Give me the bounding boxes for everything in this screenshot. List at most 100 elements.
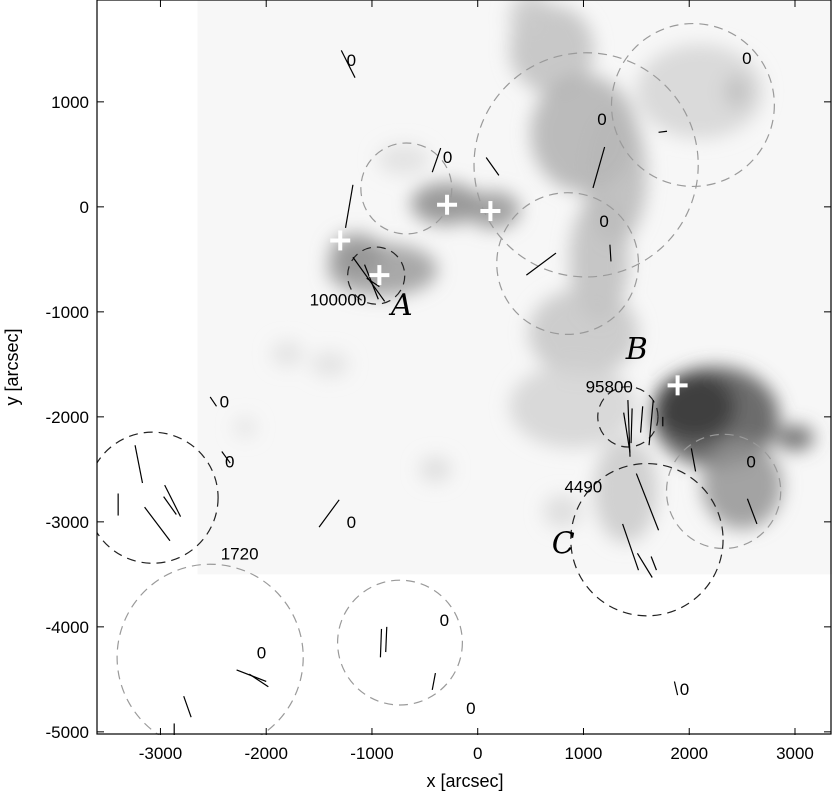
polarization-vector (209, 396, 218, 407)
intensity-blob (509, 0, 552, 45)
region-label: C (552, 526, 575, 561)
intensity-blob (310, 351, 349, 377)
value-label: 95800 (586, 378, 633, 397)
polarization-vector (746, 498, 758, 525)
polarization-vector (134, 445, 144, 484)
polarization-vector (635, 473, 660, 531)
value-label: 0 (680, 680, 689, 699)
source-marker (369, 265, 390, 286)
polarization-vector (164, 484, 182, 517)
y-tick-label: -1000 (46, 303, 89, 322)
aperture-circle (116, 563, 304, 735)
y-tick-label: 0 (80, 198, 89, 217)
plot-frame (96, 0, 832, 735)
plot-area: 0 0 0 0 0 100000 95800 0 0 0 4490 0 1720 0 0 0 0 A B C (97, 0, 832, 735)
vector-layer (117, 50, 758, 735)
polarization-vector (623, 412, 631, 453)
value-label: 0 (225, 452, 234, 471)
value-label: 100000 (310, 291, 367, 310)
polarization-vector (344, 184, 354, 228)
intensity-blob (701, 441, 783, 530)
intensity-blob (543, 494, 582, 529)
aperture-circle (360, 142, 453, 235)
aperture-circle (336, 579, 463, 706)
tick-layer: -3000 -2000 -1000 0 1000 2000 3000 1000 0 -1000 -2… (46, 0, 831, 763)
polarization-vector (248, 673, 269, 688)
value-label: 1720 (221, 545, 259, 564)
polarization-vector (366, 277, 380, 288)
y-tick-label: -2000 (46, 408, 89, 427)
y-tick-label: -4000 (46, 618, 89, 637)
circle-layer (97, 22, 782, 735)
polarization-vector (163, 496, 177, 515)
aperture-circle (610, 22, 775, 188)
source-marker (480, 201, 501, 222)
intensity-blob (234, 417, 256, 437)
polarization-vector (627, 400, 631, 457)
x-tick-label: 3000 (776, 744, 814, 763)
value-label: 0 (347, 513, 356, 532)
polarization-vector (592, 146, 606, 189)
value-label: 0 (597, 110, 606, 129)
polarization-vector (385, 626, 388, 653)
y-tick-label: -3000 (46, 513, 89, 532)
aperture-circle (97, 431, 219, 564)
annotation-layer: 0 0 0 0 0 100000 95800 0 0 0 4490 0 1720 0 0 0 0 A B C (220, 49, 756, 718)
marker-layer (330, 194, 688, 396)
value-label: 4490 (564, 477, 602, 496)
source-marker (437, 194, 458, 215)
x-tick-label: -1000 (350, 744, 393, 763)
intensity-blob (377, 143, 431, 176)
y-axis-label: y [arcsec] (2, 328, 22, 405)
polarization-vector (221, 451, 231, 464)
polarization-vector (630, 408, 633, 444)
polarization-vector (431, 147, 442, 173)
value-label: 0 (466, 699, 475, 718)
source-marker (667, 375, 688, 396)
polarization-vector (183, 695, 192, 718)
polarization-vector (690, 448, 697, 472)
intensity-blob (724, 74, 750, 109)
x-tick-label: -2000 (244, 744, 287, 763)
value-label: 0 (220, 392, 229, 411)
aperture-circle (597, 386, 659, 448)
polarization-vector (658, 130, 668, 133)
value-label: 0 (746, 452, 755, 471)
y-tick-label: -5000 (46, 723, 89, 742)
aperture-circle (496, 192, 640, 336)
value-label: 0 (742, 49, 751, 68)
x-tick-label: 0 (473, 744, 482, 763)
intensity-blob (329, 233, 383, 276)
value-label: 0 (347, 51, 356, 70)
region-label: A (388, 288, 413, 323)
polarization-vector (639, 406, 644, 433)
polarization-vector (622, 523, 640, 571)
intensity-blob (775, 425, 815, 451)
polarization-vector (340, 50, 356, 78)
x-tick-label: -3000 (139, 744, 182, 763)
value-label: 0 (599, 212, 608, 231)
aperture-circle (473, 52, 699, 278)
intensity-blob (654, 372, 735, 440)
polarization-vector (485, 157, 500, 176)
background-map (197, 0, 832, 575)
intensity-blob (509, 364, 637, 449)
intensity-blob (636, 44, 764, 139)
intensity-blob (271, 341, 304, 367)
polarization-vector (650, 556, 658, 571)
value-label: 0 (443, 148, 452, 167)
polarization-vector (648, 399, 654, 446)
y-tick-label: 1000 (51, 93, 89, 112)
region-label: B (625, 332, 648, 367)
polarization-vector (379, 628, 383, 658)
polarization-vector (318, 499, 340, 528)
source-marker (330, 230, 351, 251)
polarization-vector (431, 672, 437, 690)
aperture-circle (570, 462, 724, 617)
x-tick-label: 2000 (670, 744, 708, 763)
x-tick-label: 1000 (565, 744, 603, 763)
value-label: 0 (257, 643, 266, 662)
aperture-circle (347, 246, 406, 305)
value-label: 0 (440, 611, 449, 630)
